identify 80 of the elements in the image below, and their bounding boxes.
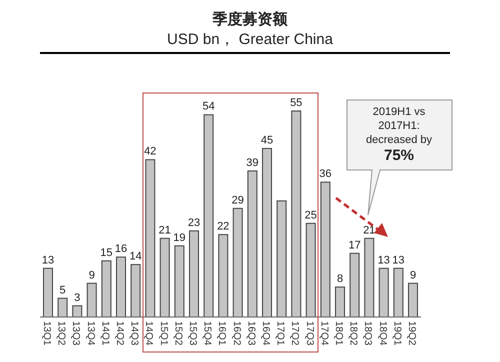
- bar: [408, 282, 418, 318]
- x-tick-label: 13Q4: [84, 321, 96, 346]
- x-tick-label: 15Q4: [202, 321, 213, 346]
- x-tick-label: 14Q3: [128, 321, 140, 346]
- bar: [364, 238, 374, 318]
- data-label: 21: [363, 224, 376, 236]
- data-label: 16: [114, 243, 128, 256]
- data-label: 15: [100, 246, 113, 259]
- data-label: 13: [42, 254, 54, 266]
- data-label: 8: [336, 273, 344, 286]
- x-tick-label: 15Q1: [158, 321, 169, 346]
- data-label: 3: [74, 292, 80, 304]
- bar: [101, 260, 112, 318]
- x-tick-label: 15Q3: [187, 321, 198, 346]
- data-label: 42: [144, 146, 156, 158]
- x-tick-label: 18Q1: [333, 321, 344, 346]
- data-label: 17: [348, 239, 361, 252]
- x-tick-label: 18Q3: [362, 321, 374, 346]
- x-tick-label: 19Q1: [391, 321, 402, 346]
- bar: [58, 298, 68, 318]
- bar: [335, 286, 345, 318]
- data-label: 23: [188, 216, 200, 229]
- bar: [86, 282, 97, 318]
- bar: [160, 238, 170, 318]
- data-label: 19: [173, 232, 186, 244]
- data-label: 22: [217, 220, 230, 233]
- bar: [218, 234, 228, 318]
- bar: [306, 222, 316, 318]
- chart-subtitle: USD bn， Greater China: [167, 31, 334, 48]
- x-tick-label: 16Q2: [230, 321, 242, 346]
- x-tick-label: 13Q3: [70, 321, 82, 346]
- data-label: 36: [319, 168, 332, 180]
- x-tick-label: 13Q2: [56, 321, 67, 346]
- annotation: 2019H1 vs 2017H1: decreased by 75%: [366, 106, 433, 164]
- bar: [189, 230, 199, 318]
- data-label: 25: [304, 209, 317, 222]
- bar: [378, 268, 389, 318]
- data-label: 29: [232, 194, 244, 206]
- x-tick-label: 18Q4: [376, 321, 388, 346]
- data-label: 13: [392, 254, 405, 266]
- x-tick-label: 14Q2: [114, 321, 125, 346]
- x-tick-label: 16Q1: [216, 321, 228, 346]
- bar: [393, 268, 404, 318]
- data-label: 39: [246, 156, 259, 169]
- bar: [145, 159, 156, 318]
- data-label: 55: [290, 97, 302, 109]
- x-tick-label: 14Q4: [143, 321, 154, 346]
- bar: [130, 264, 141, 318]
- data-label: 5: [60, 284, 66, 296]
- data-label: 9: [410, 269, 416, 282]
- bar: [291, 110, 302, 318]
- data-label: 45: [260, 134, 274, 146]
- x-tick-label: 14Q1: [99, 321, 110, 346]
- x-tick-label: 17Q3: [304, 321, 315, 346]
- bar: [43, 268, 53, 318]
- x-tick-label: 15Q2: [172, 321, 184, 346]
- bar: [247, 170, 258, 318]
- bar: [320, 182, 330, 318]
- x-tick-label: 17Q1: [274, 321, 286, 346]
- x-tick-label: 13Q1: [41, 321, 52, 346]
- x-tick-label: 17Q4: [318, 321, 330, 346]
- data-label: 9: [88, 269, 95, 282]
- data-label: 13: [378, 254, 390, 266]
- bar: [174, 245, 184, 318]
- x-tick-label: 18Q2: [348, 321, 359, 346]
- x-tick-label: 16Q3: [245, 321, 256, 346]
- bar: [350, 252, 360, 318]
- bar: [204, 114, 214, 318]
- bar: [276, 200, 287, 318]
- x-tick-label: 17Q2: [289, 321, 300, 346]
- bar: [116, 256, 126, 318]
- chart-title: 季度募资额: [212, 10, 288, 28]
- data-label: 14: [129, 250, 142, 263]
- data-label: 54: [202, 100, 215, 113]
- bar: [72, 305, 82, 318]
- data-label: 21: [158, 224, 171, 236]
- bar: [262, 148, 272, 318]
- x-tick-label: 16Q4: [260, 321, 271, 346]
- bar: [232, 208, 243, 318]
- x-tick-label: 19Q2: [406, 321, 417, 346]
